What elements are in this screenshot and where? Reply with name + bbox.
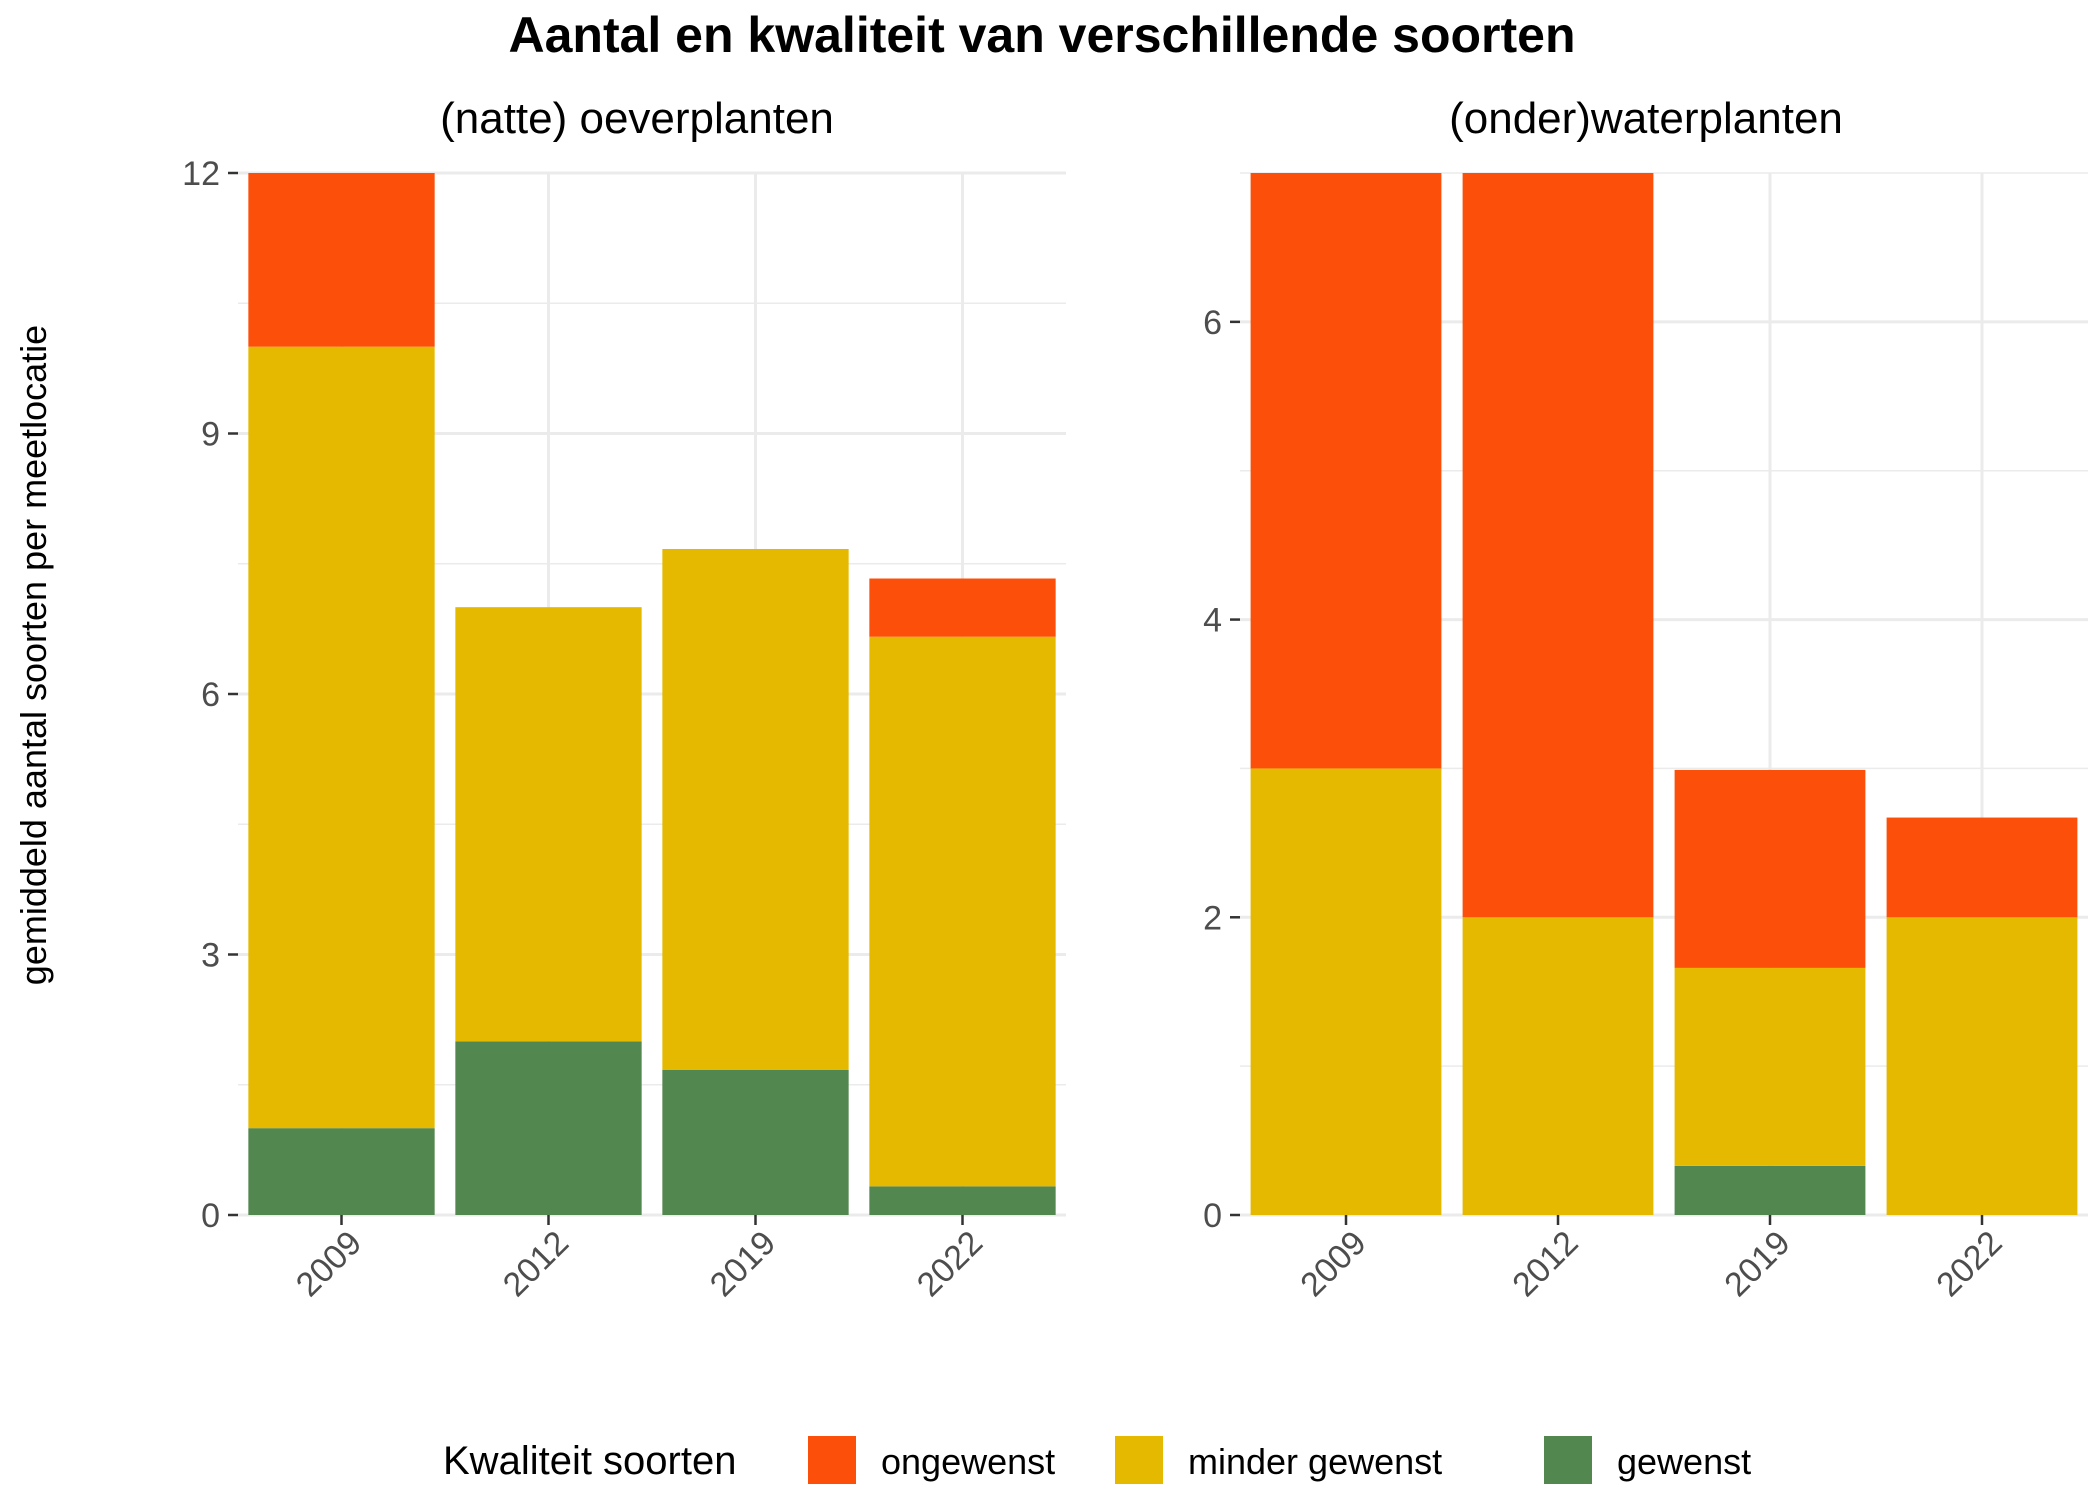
bar-segment-gewenst: [662, 1069, 849, 1215]
legend-label: gewenst: [1617, 1441, 1751, 1482]
x-tick-label: 2012: [1505, 1224, 1585, 1304]
legend-item: minder gewenst: [1115, 1436, 1442, 1484]
bar-segment-ongewenst: [1674, 769, 1866, 968]
y-tick-label: 6: [201, 676, 220, 714]
x-tick-label: 2022: [1929, 1224, 2009, 1304]
y-tick-label: 3: [201, 937, 220, 975]
y-tick-label: 4: [1203, 602, 1222, 640]
x-tick-label: 2022: [910, 1224, 990, 1304]
bar-segment-minder-gewenst: [869, 636, 1056, 1187]
bar-segment-gewenst: [1674, 1165, 1866, 1215]
legend-swatch: [808, 1436, 856, 1484]
legend-label: minder gewenst: [1188, 1441, 1442, 1482]
y-axis-label: gemiddeld aantal soorten per meetlocatie: [13, 325, 54, 985]
bar-segment-minder-gewenst: [1886, 917, 2078, 1215]
legend-title: Kwaliteit soorten: [443, 1439, 736, 1483]
bar-segment-gewenst: [869, 1186, 1056, 1215]
y-tick-label: 9: [201, 416, 220, 454]
bar-segment-ongewenst: [869, 578, 1056, 637]
bar-segment-ongewenst: [1462, 173, 1654, 918]
y-tick-label: 2: [1203, 899, 1222, 937]
bar-segment-gewenst: [248, 1128, 435, 1215]
bar-segment-minder-gewenst: [1250, 768, 1442, 1215]
y-tick-label: 6: [1203, 304, 1222, 342]
bar-segment-ongewenst: [1886, 817, 2078, 918]
bar-segment-minder-gewenst: [1462, 917, 1654, 1215]
legend-label: ongewenst: [881, 1441, 1055, 1482]
bar-segment-gewenst: [455, 1041, 642, 1215]
panel-subtitle: (onder)waterplanten: [1449, 94, 1843, 143]
bar-segment-minder-gewenst: [248, 346, 435, 1129]
bar-segment-minder-gewenst: [662, 548, 849, 1070]
x-tick-label: 2012: [496, 1224, 576, 1304]
bar-segment-ongewenst: [1250, 173, 1442, 769]
x-tick-label: 2009: [1293, 1224, 1373, 1304]
bar-segment-ongewenst: [248, 173, 435, 347]
legend-item: ongewenst: [808, 1436, 1055, 1484]
x-tick-label: 2009: [289, 1224, 369, 1304]
panel-2: (onder)waterplanten 0 2 4 6 2009 2012 2019 2022: [1203, 94, 2088, 1304]
y-tick-label: 0: [1203, 1197, 1222, 1235]
x-tick-label: 2019: [703, 1224, 783, 1304]
legend-item: gewenst: [1544, 1436, 1751, 1484]
legend-swatch: [1115, 1436, 1163, 1484]
bar-segment-minder-gewenst: [1674, 967, 1866, 1166]
y-tick-label: 12: [182, 155, 220, 193]
legend-swatch: [1544, 1436, 1592, 1484]
panel-subtitle: (natte) oeverplanten: [440, 94, 834, 143]
panel-1: (natte) oeverplanten 0 3 6 9 12 2009 2012 2019 20…: [182, 94, 1066, 1304]
y-tick-label: 0: [201, 1197, 220, 1235]
legend: Kwaliteit soorten ongewenst minder gewenst…: [443, 1436, 1751, 1484]
x-tick-label: 2019: [1717, 1224, 1797, 1304]
chart-title: Aantal en kwaliteit van verschillende so…: [508, 7, 1575, 63]
bar-segment-minder-gewenst: [455, 607, 642, 1042]
